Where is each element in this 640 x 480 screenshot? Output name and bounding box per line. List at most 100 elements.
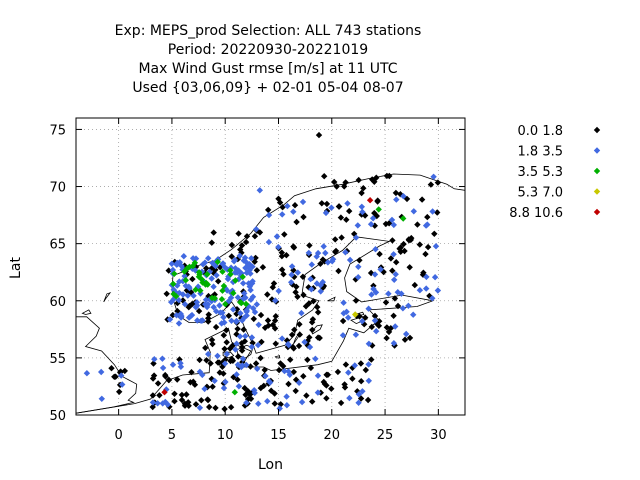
station-point xyxy=(285,380,292,388)
station-point xyxy=(209,340,216,348)
station-point xyxy=(182,277,189,284)
station-point xyxy=(171,398,178,405)
station-point xyxy=(307,275,314,283)
station-point xyxy=(400,193,407,200)
station-point xyxy=(239,355,247,362)
station-point xyxy=(209,259,216,267)
station-point xyxy=(235,353,242,360)
station-point xyxy=(205,255,212,262)
station-point xyxy=(346,256,354,264)
station-point xyxy=(392,271,399,278)
station-point xyxy=(253,301,260,308)
station-point xyxy=(358,378,365,385)
station-points xyxy=(83,131,442,413)
station-point xyxy=(257,384,264,392)
x-tick-label: 20 xyxy=(324,428,341,443)
station-point xyxy=(227,267,234,274)
station-point xyxy=(295,342,303,350)
station-point xyxy=(278,266,286,273)
station-point xyxy=(298,309,305,317)
station-point xyxy=(300,291,307,299)
station-point xyxy=(366,197,374,204)
station-point xyxy=(393,196,400,203)
y-tick-label: 70 xyxy=(49,181,66,196)
station-point xyxy=(391,295,399,302)
station-point xyxy=(204,271,211,278)
chart-title: Exp: MEPS_prod Selection: ALL 743 statio… xyxy=(115,23,422,96)
station-point xyxy=(314,334,322,341)
station-point xyxy=(341,381,348,388)
station-point xyxy=(242,332,249,340)
station-point xyxy=(235,268,243,276)
station-point xyxy=(337,399,345,407)
station-point xyxy=(423,273,430,281)
station-point xyxy=(242,258,250,266)
station-point xyxy=(216,369,223,376)
station-point xyxy=(337,214,345,221)
station-point xyxy=(242,238,250,246)
station-point xyxy=(161,389,168,396)
station-point xyxy=(262,372,269,380)
station-point xyxy=(357,360,365,367)
station-point xyxy=(360,185,367,192)
station-point xyxy=(174,299,181,307)
station-point xyxy=(214,359,222,366)
station-point xyxy=(271,400,278,407)
station-point xyxy=(149,403,156,411)
station-point xyxy=(368,291,375,298)
station-point xyxy=(319,278,326,286)
station-point xyxy=(228,241,236,249)
station-point xyxy=(220,332,227,339)
station-point xyxy=(248,343,255,351)
station-point xyxy=(307,364,315,372)
station-point xyxy=(243,399,250,406)
station-point xyxy=(349,375,356,382)
station-point xyxy=(219,287,226,294)
station-point xyxy=(227,271,234,278)
station-point xyxy=(317,260,324,267)
station-point xyxy=(204,396,212,404)
station-point xyxy=(251,389,258,397)
station-point xyxy=(423,285,430,292)
station-point xyxy=(227,357,234,365)
station-point xyxy=(352,297,360,304)
station-point xyxy=(298,398,306,406)
station-point xyxy=(230,373,237,381)
station-point xyxy=(300,373,307,380)
y-tick-label: 50 xyxy=(49,409,66,424)
station-point xyxy=(422,222,430,229)
station-point xyxy=(230,306,237,313)
station-point xyxy=(202,344,209,352)
station-point xyxy=(261,366,268,374)
station-point xyxy=(343,216,350,223)
station-point xyxy=(257,311,265,319)
station-point xyxy=(163,290,170,297)
station-point xyxy=(254,365,261,372)
station-point xyxy=(197,287,204,294)
station-point xyxy=(256,187,263,194)
station-point xyxy=(429,295,436,302)
station-point xyxy=(418,196,426,203)
station-point xyxy=(266,379,274,386)
station-point xyxy=(174,376,181,383)
station-point xyxy=(356,257,363,264)
station-point xyxy=(189,262,197,270)
station-point xyxy=(392,323,399,330)
station-point xyxy=(241,314,248,321)
station-point xyxy=(177,363,185,370)
station-point xyxy=(345,314,352,321)
station-point xyxy=(111,373,118,380)
station-point xyxy=(247,363,254,370)
station-point xyxy=(165,376,173,384)
station-point xyxy=(292,387,299,395)
station-point xyxy=(376,250,383,258)
station-point xyxy=(211,377,218,384)
station-point xyxy=(275,287,282,295)
station-point xyxy=(314,309,322,316)
station-point xyxy=(209,383,216,390)
station-point xyxy=(98,368,105,376)
legend-label: 0.0 1.8 xyxy=(518,124,563,139)
station-point xyxy=(372,246,379,253)
station-point xyxy=(116,388,123,395)
station-point xyxy=(314,389,322,396)
